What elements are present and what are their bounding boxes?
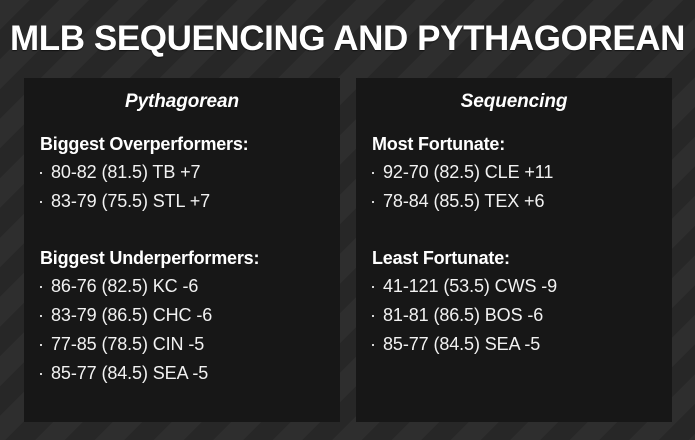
item-list: · 80-82 (81.5) TB +7 · 83-79 (75.5) STL … [38, 158, 326, 216]
bullet-icon: · [38, 191, 44, 211]
list-item: · 83-79 (86.5) CHC -6 [38, 301, 326, 330]
panels-container: Pythagorean Biggest Overperformers: · 80… [24, 78, 672, 422]
list-item: · 78-84 (85.5) TEX +6 [370, 187, 658, 216]
bullet-icon: · [38, 162, 44, 182]
list-item-text: 81-81 (86.5) BOS -6 [383, 305, 544, 325]
group-spacer [370, 232, 658, 244]
group-biggest-overperformers: Biggest Overperformers: · 80-82 (81.5) T… [38, 130, 326, 216]
list-item-text: 85-77 (84.5) SEA -5 [51, 363, 209, 383]
page-title: MLB SEQUENCING AND PYTHAGOREAN [9, 19, 686, 58]
item-list: · 92-70 (82.5) CLE +11 · 78-84 (85.5) TE… [370, 158, 658, 216]
group-heading: Least Fortunate: [372, 248, 510, 268]
bullet-icon: · [38, 334, 44, 354]
list-item: · 81-81 (86.5) BOS -6 [370, 301, 658, 330]
list-item: · 41-121 (53.5) CWS -9 [370, 272, 658, 301]
bullet-icon: · [370, 162, 376, 182]
list-item-text: 80-82 (81.5) TB +7 [51, 162, 201, 182]
group-most-fortunate: Most Fortunate: · 92-70 (82.5) CLE +11 ·… [370, 130, 658, 216]
list-item-text: 85-77 (84.5) SEA -5 [383, 334, 541, 354]
list-item: · 85-77 (84.5) SEA -5 [38, 359, 326, 388]
group-heading: Biggest Overperformers: [40, 134, 249, 154]
bullet-icon: · [38, 363, 44, 383]
group-biggest-underperformers: Biggest Underperformers: · 86-76 (82.5) … [38, 244, 326, 388]
group-heading: Most Fortunate: [372, 134, 505, 154]
list-item: · 86-76 (82.5) KC -6 [38, 272, 326, 301]
list-item-text: 83-79 (75.5) STL +7 [51, 191, 211, 211]
panel-sequencing: Sequencing Most Fortunate: · 92-70 (82.5… [356, 78, 672, 422]
list-item-text: 92-70 (82.5) CLE +11 [383, 162, 554, 182]
list-item: · 85-77 (84.5) SEA -5 [370, 330, 658, 359]
panel-pythagorean: Pythagorean Biggest Overperformers: · 80… [24, 78, 340, 422]
list-item: · 77-85 (78.5) CIN -5 [38, 330, 326, 359]
bullet-icon: · [370, 334, 376, 354]
list-item-text: 83-79 (86.5) CHC -6 [51, 305, 213, 325]
list-item-text: 78-84 (85.5) TEX +6 [383, 191, 545, 211]
item-list: · 41-121 (53.5) CWS -9 · 81-81 (86.5) BO… [370, 272, 658, 359]
list-item-text: 77-85 (78.5) CIN -5 [51, 334, 205, 354]
bullet-icon: · [370, 191, 376, 211]
list-item: · 83-79 (75.5) STL +7 [38, 187, 326, 216]
list-item: · 80-82 (81.5) TB +7 [38, 158, 326, 187]
panel-title: Sequencing [460, 91, 568, 112]
list-item: · 92-70 (82.5) CLE +11 [370, 158, 658, 187]
bullet-icon: · [370, 305, 376, 325]
group-spacer [38, 232, 326, 244]
group-heading: Biggest Underperformers: [40, 248, 260, 268]
group-least-fortunate: Least Fortunate: · 41-121 (53.5) CWS -9 … [370, 244, 658, 359]
bullet-icon: · [370, 276, 376, 296]
list-item-text: 86-76 (82.5) KC -6 [51, 276, 199, 296]
bullet-icon: · [38, 276, 44, 296]
item-list: · 86-76 (82.5) KC -6 · 83-79 (86.5) CHC … [38, 272, 326, 388]
bullet-icon: · [38, 305, 44, 325]
list-item-text: 41-121 (53.5) CWS -9 [383, 276, 558, 296]
panel-title: Pythagorean [125, 91, 239, 112]
